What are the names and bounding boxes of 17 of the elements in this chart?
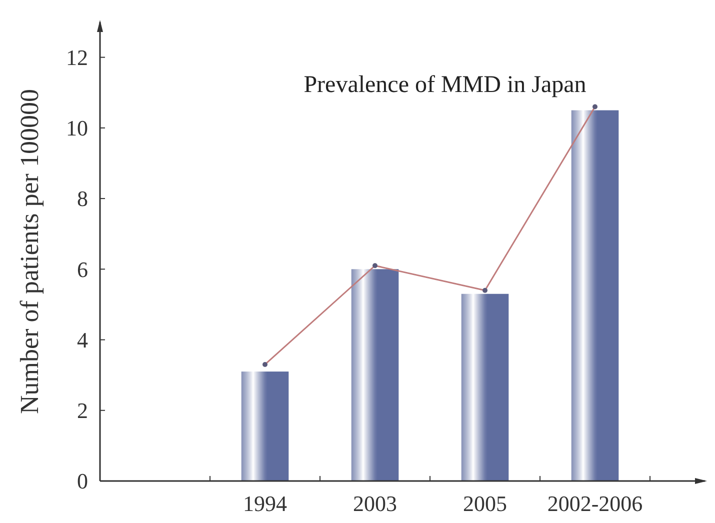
y-tick-label: 6 (77, 256, 88, 282)
y-tick-label: 2 (77, 398, 88, 424)
y-tick-label: 4 (77, 327, 88, 352)
text: Prevalence of MMD in Japan (304, 72, 586, 98)
x-tick-label: 1994 (243, 491, 287, 516)
bar (241, 372, 289, 481)
bar (461, 294, 509, 481)
x-tick-label: 2002-2006 (547, 491, 643, 516)
y-tick-label: 0 (77, 468, 88, 494)
y-tick-label: 12 (66, 45, 88, 70)
y-axis-title: Number of patients per 100000 (15, 89, 44, 414)
y-tick-label: 10 (66, 116, 88, 141)
x-tick-label: 2005 (463, 491, 507, 516)
y-tick-label: 8 (77, 186, 88, 212)
bar (351, 269, 399, 481)
x-tick-label: 2003 (353, 491, 397, 516)
bar (571, 110, 619, 481)
